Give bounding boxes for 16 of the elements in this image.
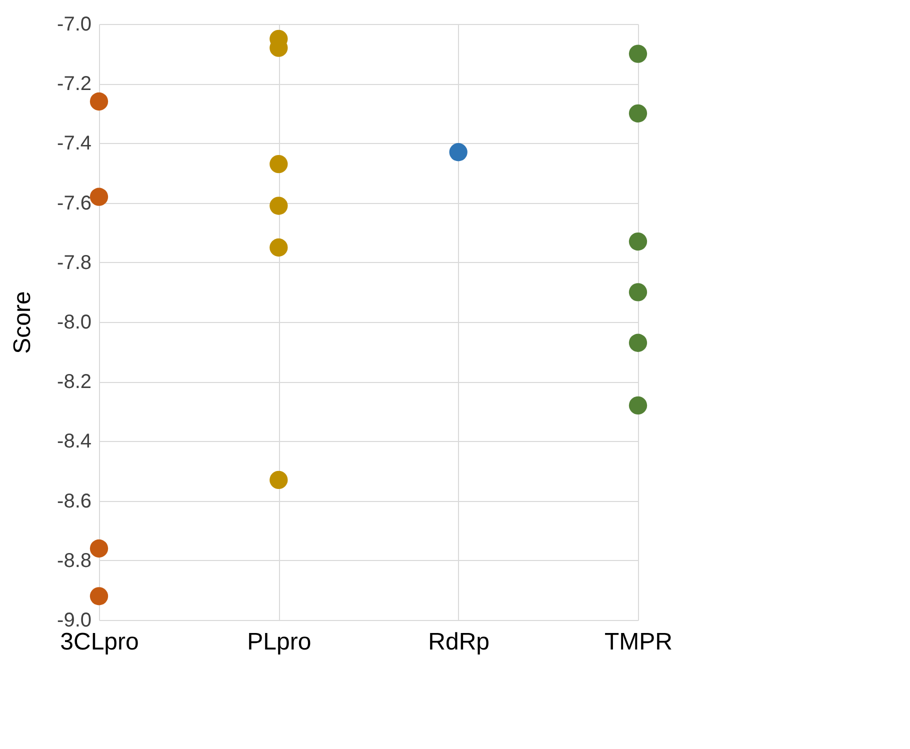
y-tick-label: -8.4 <box>57 430 92 453</box>
y-tick-label: -7.2 <box>57 73 92 96</box>
y-tick-label: -9.0 <box>57 610 92 632</box>
y-axis-title: Score <box>9 291 36 354</box>
y-tick-label: -8.8 <box>57 550 92 572</box>
y-tick-label: -8.2 <box>57 371 92 394</box>
x-tick-label: 3CLpro <box>60 628 139 656</box>
x-tick-label: TMPR <box>604 628 672 656</box>
y-tick-label: -7.8 <box>57 252 92 274</box>
y-tick-label: -7.0 <box>57 14 92 36</box>
y-tick-label: -7.4 <box>57 132 92 155</box>
y-tick-label: -7.6 <box>57 192 92 214</box>
x-tick-label: RdRp <box>428 628 490 656</box>
y-tick-label: -8.6 <box>57 490 92 512</box>
y-tick-label: -8.0 <box>57 312 92 334</box>
x-tick-label: PLpro <box>247 628 312 656</box>
